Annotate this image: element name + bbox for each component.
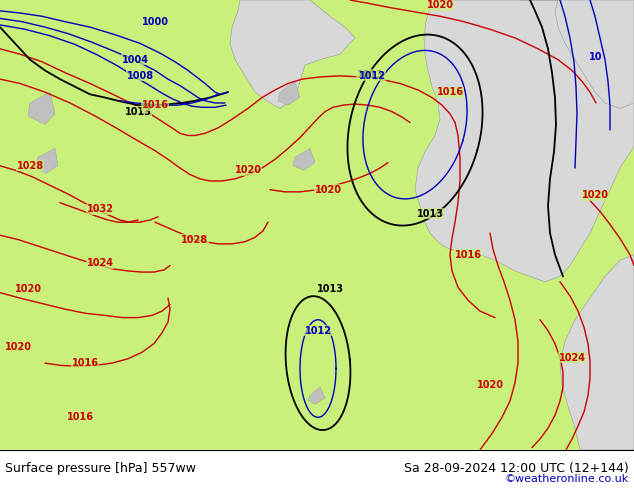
Text: 1004: 1004 bbox=[122, 54, 148, 65]
Text: Sa 28-09-2024 12:00 UTC (12+144): Sa 28-09-2024 12:00 UTC (12+144) bbox=[404, 462, 629, 475]
Text: 1020: 1020 bbox=[581, 190, 609, 200]
Text: Surface pressure [hPa] 557ww: Surface pressure [hPa] 557ww bbox=[5, 462, 196, 475]
Text: 1020: 1020 bbox=[477, 380, 503, 390]
Text: 1016: 1016 bbox=[455, 250, 481, 260]
Polygon shape bbox=[36, 148, 58, 173]
Text: ©weatheronline.co.uk: ©weatheronline.co.uk bbox=[505, 474, 629, 484]
Text: 1000: 1000 bbox=[141, 17, 169, 26]
Polygon shape bbox=[308, 387, 325, 404]
Text: 1028: 1028 bbox=[16, 161, 44, 171]
Text: 1024: 1024 bbox=[86, 258, 113, 269]
Text: 1013: 1013 bbox=[356, 70, 384, 80]
Text: 1016: 1016 bbox=[436, 87, 463, 97]
Text: 10: 10 bbox=[589, 51, 603, 62]
Text: 1020: 1020 bbox=[427, 0, 453, 10]
Text: 1016: 1016 bbox=[67, 412, 93, 422]
Text: 1020: 1020 bbox=[4, 342, 32, 352]
Polygon shape bbox=[28, 92, 55, 124]
Text: 1016: 1016 bbox=[141, 100, 169, 110]
Text: 1020: 1020 bbox=[314, 185, 342, 195]
Text: 1028: 1028 bbox=[181, 235, 209, 245]
Text: 1032: 1032 bbox=[86, 204, 113, 214]
Text: 1020: 1020 bbox=[235, 165, 261, 175]
Text: 1020: 1020 bbox=[15, 284, 41, 294]
Polygon shape bbox=[520, 0, 634, 108]
Text: 1008: 1008 bbox=[126, 71, 153, 81]
Text: 1012: 1012 bbox=[304, 325, 332, 336]
Polygon shape bbox=[230, 0, 355, 108]
Text: 1013: 1013 bbox=[417, 209, 444, 219]
Text: 1013: 1013 bbox=[316, 284, 344, 294]
Text: 1024: 1024 bbox=[559, 353, 586, 363]
Polygon shape bbox=[278, 81, 300, 105]
Polygon shape bbox=[415, 0, 634, 282]
Text: 1013: 1013 bbox=[124, 107, 152, 117]
Text: 1012: 1012 bbox=[358, 71, 385, 81]
Text: 1016: 1016 bbox=[72, 358, 98, 368]
Polygon shape bbox=[560, 255, 634, 450]
Polygon shape bbox=[293, 148, 315, 170]
